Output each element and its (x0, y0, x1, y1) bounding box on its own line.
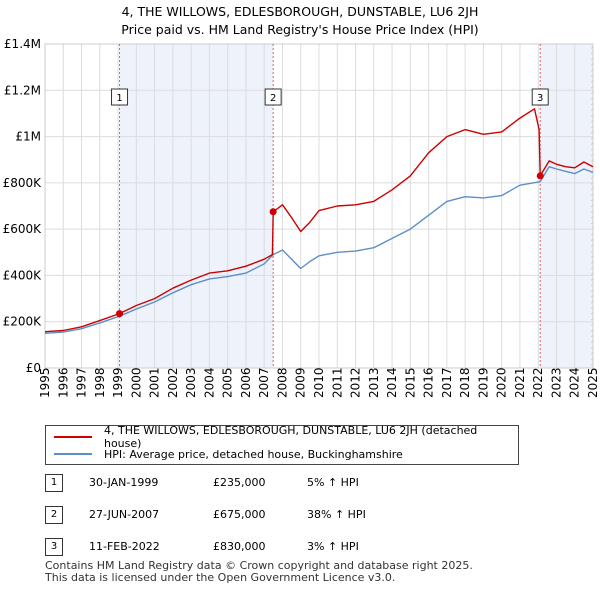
x-tick-label: 2009 (294, 367, 308, 398)
x-tick-label: 1997 (75, 367, 89, 398)
sale-hpi-change: 38% ↑ HPI (307, 508, 366, 521)
sale-label-box (111, 88, 129, 106)
sale-hpi-change: 3% ↑ HPI (307, 540, 359, 553)
sale-date: 11-FEB-2022 (89, 540, 160, 553)
x-tick-label: 2003 (184, 367, 198, 398)
sale-label-box (531, 88, 549, 106)
sale-number: 3 (45, 538, 63, 556)
y-tick-label: £200K (3, 315, 43, 329)
x-tick-label: 2025 (586, 367, 600, 398)
sale-label: 3 (537, 93, 543, 104)
plot-frame (44, 43, 594, 369)
y-tick-label: £0 (26, 361, 41, 375)
x-tick-label: 2005 (221, 367, 235, 398)
legend-entry-hpi: HPI: Average price, detached house, Buck… (54, 446, 403, 462)
sale-point (269, 208, 277, 216)
sale-date: 27-JUN-2007 (89, 508, 160, 521)
sale-price: £830,000 (213, 540, 266, 553)
x-tick-label: 2001 (148, 367, 162, 398)
future-hatch (591, 44, 593, 368)
legend-entry-property: 4, THE WILLOWS, EDLESBOROUGH, DUNSTABLE,… (54, 424, 518, 450)
x-tick-label: 1998 (93, 367, 107, 398)
x-tick-label: 2020 (495, 367, 509, 398)
x-tick-label: 2014 (385, 367, 399, 398)
x-tick-label: 2008 (275, 367, 289, 398)
x-tick-label: 2024 (568, 367, 582, 398)
x-tick-label: 2010 (312, 367, 326, 398)
x-tick-label: 2017 (440, 367, 454, 398)
y-tick-label: £400K (3, 268, 43, 282)
sale-label: 2 (270, 93, 276, 104)
legend-label-property: 4, THE WILLOWS, EDLESBOROUGH, DUNSTABLE,… (103, 424, 478, 450)
x-tick-label: 2000 (129, 367, 143, 398)
x-tick-label: 2012 (349, 367, 363, 398)
sale-point (536, 172, 544, 180)
sale-date: 30-JAN-1999 (89, 476, 159, 489)
x-tick-label: 2022 (531, 367, 545, 398)
footer-licence: This data is licensed under the Open Gov… (45, 571, 396, 584)
x-tick-label: 2006 (239, 367, 253, 398)
x-tick-label: 2015 (403, 367, 417, 398)
legend: 4, THE WILLOWS, EDLESBOROUGH, DUNSTABLE,… (45, 424, 519, 465)
sale-number: 1 (45, 474, 63, 492)
price-chart: £0 £200K £400K £600K £800K £1M £1.2M £1.4M 1995 1… (3, 37, 600, 398)
x-tick-label: 2018 (458, 367, 472, 398)
x-tick-label: 2004 (202, 367, 216, 398)
x-tick-label: 2023 (549, 367, 563, 398)
x-tick-label: 2019 (476, 367, 490, 398)
sale-label-box (264, 88, 282, 106)
legend-line-property (54, 436, 92, 438)
sale-price: £235,000 (213, 476, 266, 489)
sale-point (116, 310, 124, 318)
y-tick-label: £1M (15, 130, 41, 144)
hpi-line (44, 166, 594, 334)
x-tick-label: 2016 (422, 367, 436, 398)
x-tick-label: 2007 (257, 367, 271, 398)
x-tick-label: 1995 (38, 367, 52, 398)
y-tick-label: £1.4M (4, 37, 41, 51)
y-tick-label: £800K (3, 176, 43, 190)
sale-hpi-change: 5% ↑ HPI (307, 476, 359, 489)
footer-copyright: Contains HM Land Registry data © Crown c… (45, 559, 473, 572)
property-price-line (44, 108, 594, 333)
x-tick-label: 2021 (513, 367, 527, 398)
sale-row: 3 11-FEB-2022 £830,000 3% ↑ HPI (45, 538, 565, 556)
sale-row: 2 27-JUN-2007 £675,000 38% ↑ HPI (45, 506, 565, 524)
y-tick-label: £600K (3, 222, 43, 236)
x-tick-label: 1996 (56, 367, 70, 398)
x-tick-label: 1999 (111, 367, 125, 398)
x-tick-label: 2013 (367, 367, 381, 398)
sale-label: 1 (116, 93, 122, 104)
legend-line-hpi (54, 453, 92, 455)
y-tick-label: £1.2M (4, 83, 41, 97)
x-tick-label: 2002 (166, 367, 180, 398)
shaded-period (540, 44, 593, 368)
chart-subtitle: Price paid vs. HM Land Registry's House … (121, 22, 479, 37)
footer: Contains HM Land Registry data © Crown c… (45, 560, 473, 584)
sale-row: 1 30-JAN-1999 £235,000 5% ↑ HPI (45, 474, 565, 492)
sale-number: 2 (45, 506, 63, 524)
shaded-period (119, 44, 274, 368)
sale-price: £675,000 (213, 508, 266, 521)
x-tick-label: 2011 (330, 367, 344, 398)
legend-label-hpi: HPI: Average price, detached house, Buck… (104, 447, 403, 461)
chart-title: 4, THE WILLOWS, EDLESBOROUGH, DUNSTABLE,… (121, 4, 479, 19)
